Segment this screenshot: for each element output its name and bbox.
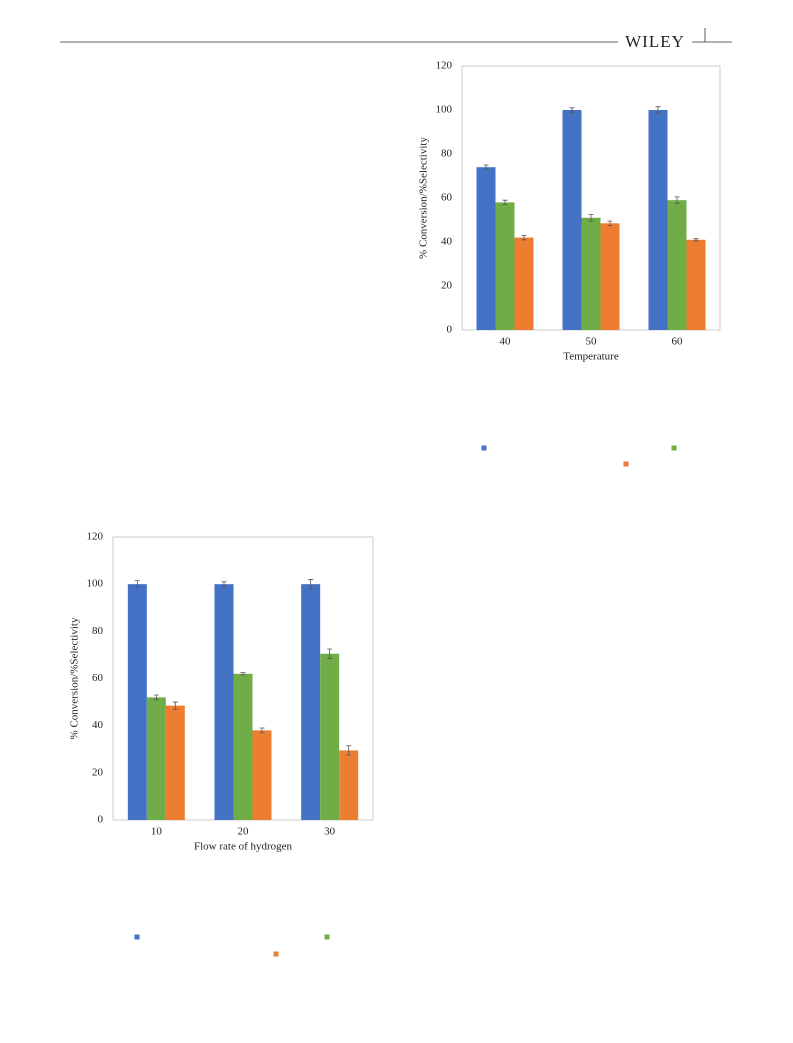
bar	[514, 237, 534, 330]
y-axis-label: % Conversion/%Selectivity	[418, 137, 430, 259]
error-bar	[240, 672, 246, 676]
bar	[146, 697, 166, 820]
bar	[581, 217, 601, 330]
x-tick-label: 60	[672, 336, 684, 348]
y-tick-label: 0	[98, 814, 104, 826]
error-bar	[521, 235, 527, 241]
y-tick-label: 20	[92, 766, 104, 778]
legend-marker	[481, 445, 487, 451]
bar	[214, 584, 234, 820]
error-bar	[259, 727, 265, 734]
legend-marker	[671, 445, 677, 451]
x-tick-label: 50	[586, 336, 598, 348]
bar	[301, 584, 321, 820]
error-bar	[607, 220, 613, 226]
error-bar	[172, 701, 178, 710]
error-bar	[588, 214, 594, 222]
legend-marker	[623, 461, 629, 467]
bar	[165, 705, 185, 820]
y-tick-label: 100	[87, 578, 104, 590]
y-tick-label: 40	[441, 236, 453, 248]
bar	[127, 584, 147, 820]
y-tick-label: 0	[447, 324, 453, 336]
y-tick-label: 60	[92, 672, 104, 684]
header-mask	[618, 34, 692, 50]
error-bar	[569, 107, 575, 113]
y-axis-label: % Conversion/%Selectivity	[69, 617, 81, 739]
bar	[233, 673, 253, 820]
y-tick-label: 40	[92, 719, 104, 731]
error-bar	[483, 164, 489, 170]
y-tick-label: 120	[87, 531, 104, 543]
x-tick-label: 10	[151, 826, 163, 838]
bar	[476, 167, 496, 330]
y-tick-label: 20	[441, 280, 453, 292]
bar	[495, 202, 515, 330]
y-tick-label: 60	[441, 192, 453, 204]
bar	[686, 239, 706, 330]
bar	[600, 223, 620, 330]
error-bar	[153, 694, 159, 701]
error-bar	[502, 199, 508, 205]
bar	[562, 110, 582, 330]
x-axis-label: Temperature	[563, 351, 619, 363]
x-tick-label: 40	[500, 336, 512, 348]
x-axis-label: Flow rate of hydrogen	[194, 841, 293, 853]
bar	[339, 750, 359, 820]
y-tick-label: 80	[92, 625, 104, 637]
error-bar	[655, 106, 661, 114]
error-bar	[134, 580, 140, 589]
legend-marker	[324, 934, 330, 940]
error-bar	[674, 196, 680, 204]
bar	[252, 730, 272, 820]
y-tick-label: 100	[436, 104, 453, 116]
publisher: WILEY	[625, 32, 685, 51]
error-bar	[346, 745, 352, 756]
error-bar	[221, 581, 227, 587]
x-tick-label: 30	[324, 826, 336, 838]
legend-marker	[273, 951, 279, 957]
legend-marker	[134, 934, 140, 940]
bar	[667, 200, 687, 330]
x-tick-label: 20	[238, 826, 250, 838]
error-bar	[308, 579, 314, 590]
error-bar	[327, 648, 333, 659]
error-bar	[693, 238, 699, 242]
bar	[320, 653, 340, 820]
bar	[648, 110, 668, 330]
y-tick-label: 120	[436, 60, 453, 72]
y-tick-label: 80	[441, 148, 453, 160]
